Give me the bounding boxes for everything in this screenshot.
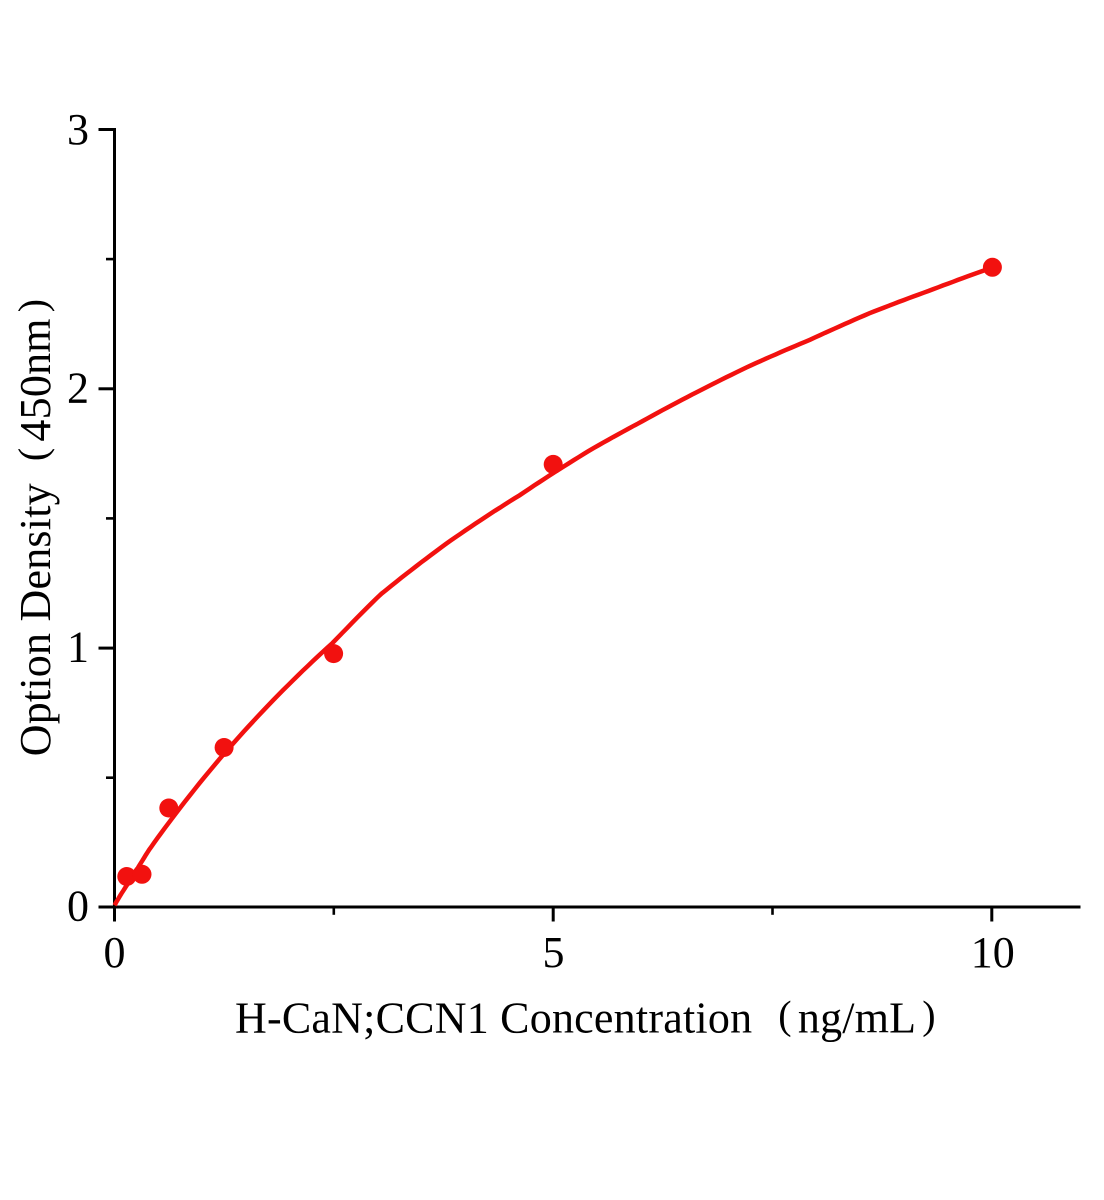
svg-text:0: 0 xyxy=(67,881,89,930)
svg-text:1: 1 xyxy=(67,623,89,672)
svg-text:2: 2 xyxy=(67,363,89,412)
svg-text:5: 5 xyxy=(543,928,565,977)
svg-text:0: 0 xyxy=(104,928,126,977)
svg-text:10: 10 xyxy=(971,928,1015,977)
svg-text:3: 3 xyxy=(67,105,89,154)
svg-text:Option Density(450nm): Option Density(450nm) xyxy=(10,299,60,757)
svg-text:H-CaN;CCN1 Concentration(ng/mL: H-CaN;CCN1 Concentration(ng/mL) xyxy=(235,993,936,1043)
